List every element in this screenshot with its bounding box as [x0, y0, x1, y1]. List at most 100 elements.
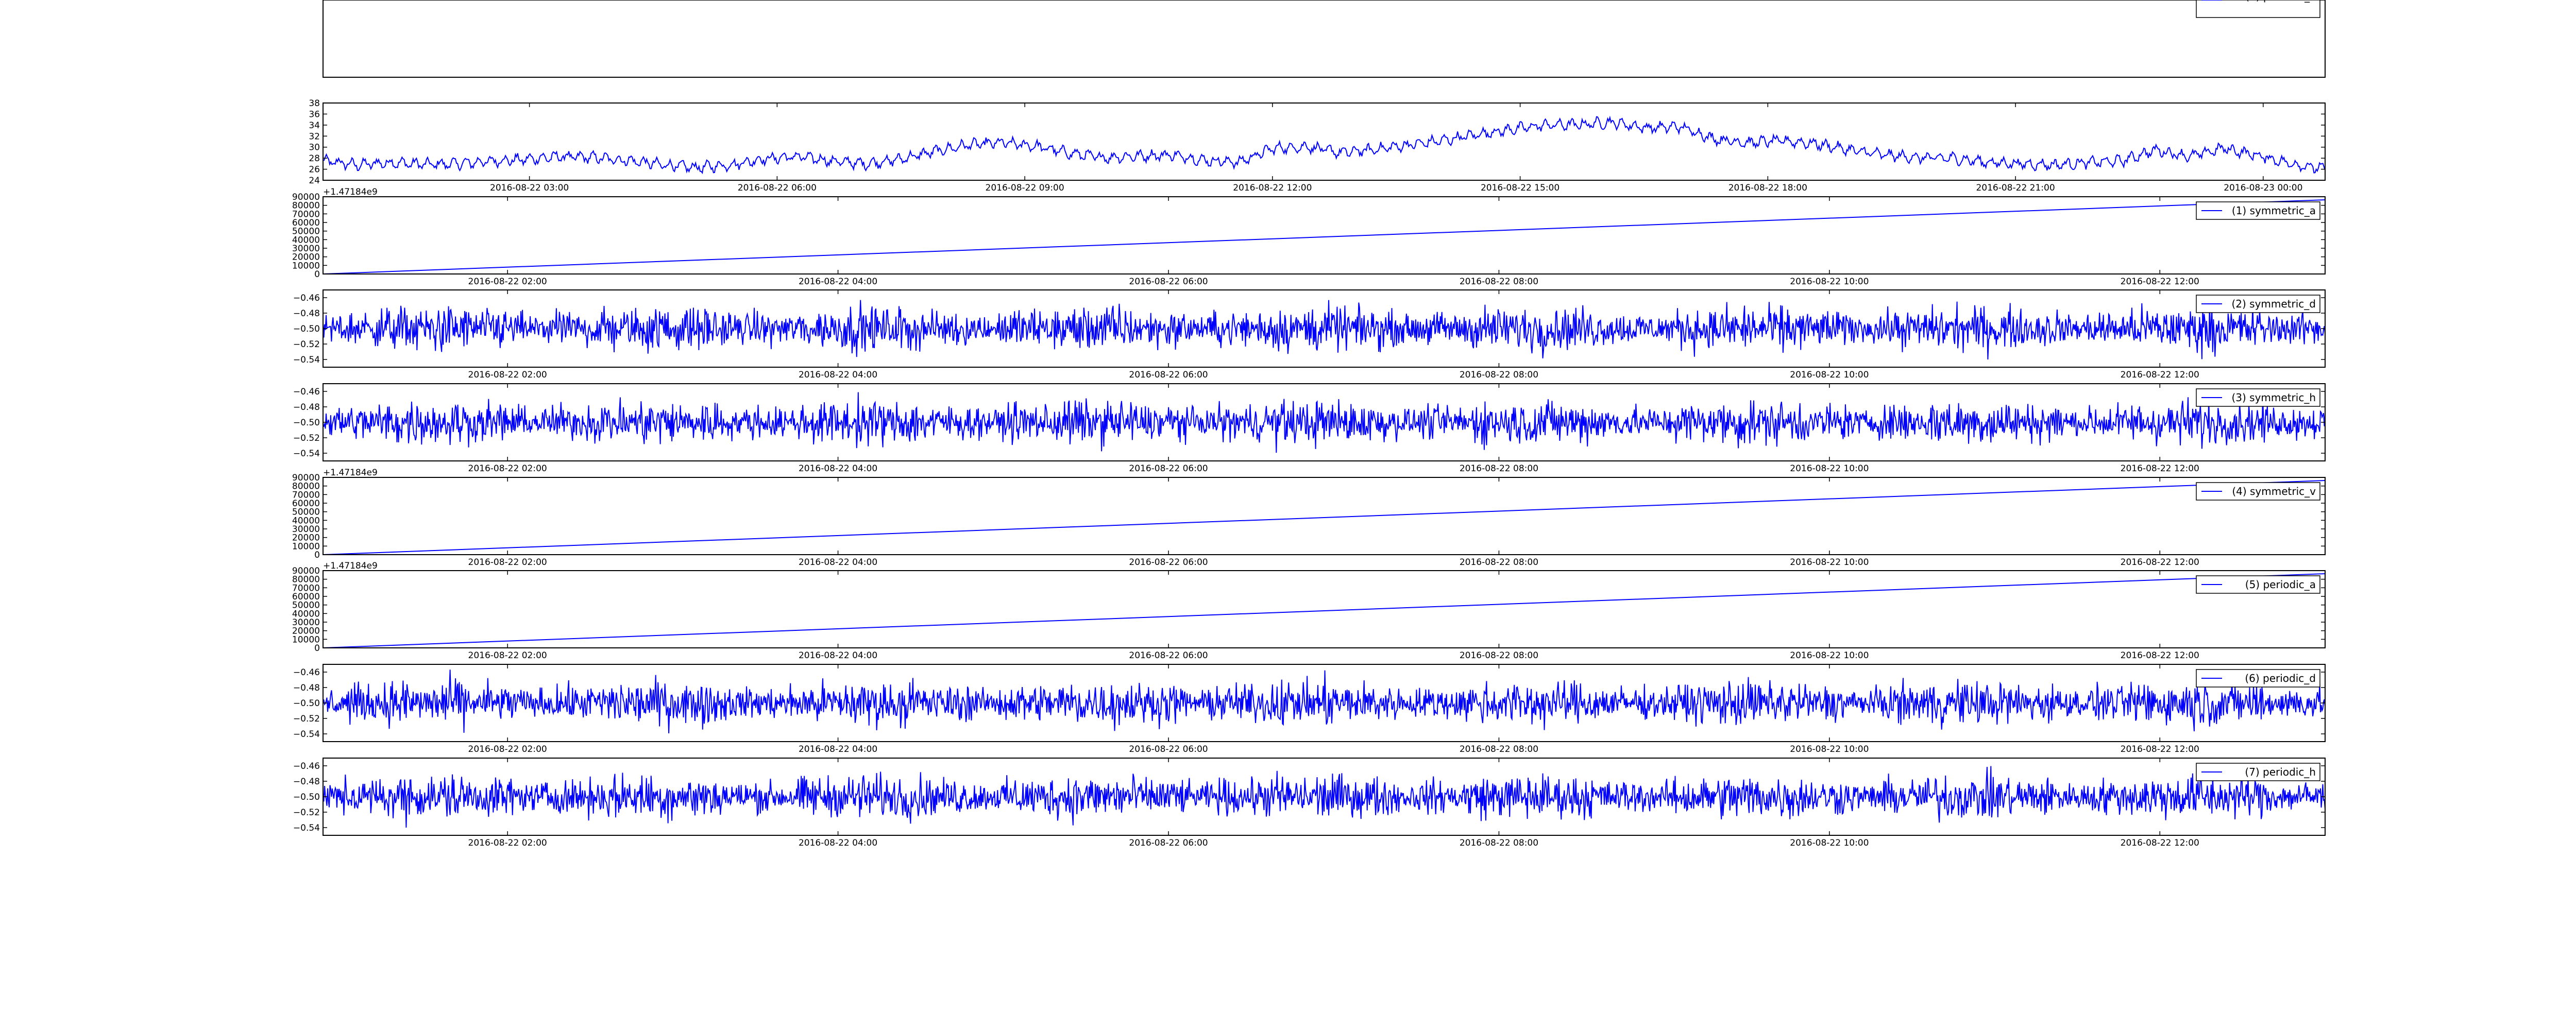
y-tick-label: −0.52 [293, 339, 320, 350]
offset-text: +1.47184e9 [323, 561, 378, 571]
y-tick-label: 90000 [292, 473, 320, 483]
x-tick-label: 2016-08-22 21:00 [1976, 183, 2055, 193]
x-tick-label: 2016-08-22 10:00 [1790, 838, 1869, 848]
y-tick-label: 28 [309, 153, 320, 164]
y-tick-label: 30000 [292, 0, 320, 3]
x-tick-label: 2016-08-22 04:00 [799, 370, 877, 380]
y-tick-label: 50000 [292, 507, 320, 518]
legend-label: (8) periodic_v [2245, 0, 2316, 3]
y-tick-label: 70000 [292, 209, 320, 219]
y-tick-label: 50000 [292, 600, 320, 611]
x-tick-label: 2016-08-22 12:00 [2121, 838, 2199, 848]
y-tick-label: 38 [309, 98, 320, 109]
y-tick-label: −0.48 [293, 683, 320, 693]
y-tick-label: 20000 [292, 533, 320, 543]
y-tick-label: 40000 [292, 0, 320, 3]
y-tick-label: 24 [309, 176, 320, 186]
y-tick-label: 90000 [292, 192, 320, 202]
y-tick-label: −0.50 [293, 324, 320, 334]
x-tick-label: 2016-08-22 02:00 [468, 838, 547, 848]
x-tick-label: 2016-08-22 12:00 [2121, 277, 2199, 287]
y-tick-label: −0.54 [293, 729, 320, 740]
y-tick-label: 26 [309, 165, 320, 175]
x-tick-label: 2016-08-22 04:00 [799, 277, 877, 287]
y-tick-label: −0.54 [293, 355, 320, 365]
x-tick-label: 2016-08-22 06:00 [1129, 464, 1208, 474]
y-tick-label: 30000 [292, 617, 320, 628]
x-tick-label: 2016-08-22 08:00 [1460, 650, 1538, 661]
y-tick-label: 30000 [292, 244, 320, 254]
y-tick-label: 36 [309, 109, 320, 119]
y-tick-label: 70000 [292, 0, 320, 3]
series-line [323, 480, 2326, 555]
x-tick-label: 2016-08-22 08:00 [1460, 370, 1538, 380]
x-tick-label: 2016-08-22 02:00 [468, 557, 547, 568]
x-tick-label: 2016-08-22 04:00 [799, 557, 877, 568]
x-tick-label: 2016-08-22 02:00 [468, 370, 547, 380]
y-tick-label: 34 [309, 121, 320, 131]
series-line [323, 392, 2326, 453]
x-tick-label: 2016-08-22 12:00 [2121, 370, 2199, 380]
y-tick-label: −0.54 [293, 449, 320, 459]
y-tick-label: 90000 [292, 566, 320, 576]
y-tick-label: 0 [314, 0, 320, 3]
x-tick-label: 2016-08-22 02:00 [468, 0, 547, 3]
y-tick-label: −0.48 [293, 402, 320, 413]
chart-panel-5: 0100002000030000400005000060000700008000… [292, 468, 2326, 568]
y-tick-label: 60000 [292, 499, 320, 509]
x-tick-label: 2016-08-22 06:00 [1129, 277, 1208, 287]
x-tick-label: 2016-08-22 08:00 [1460, 557, 1538, 568]
offset-text: +1.47184e9 [323, 0, 378, 3]
chart-panel-4: −0.54 −0.52 −0.50 −0.48 −0.46 2016-08-22 02:0… [293, 383, 2326, 474]
y-tick-label: −0.50 [293, 418, 320, 428]
y-tick-label: 30000 [292, 524, 320, 535]
legend-label: (3) symmetric_h [2231, 391, 2316, 404]
y-tick-label: −0.50 [293, 792, 320, 802]
offset-text: +1.47184e9 [323, 468, 378, 478]
legend-label: (2) symmetric_d [2231, 298, 2316, 310]
chart-panel-2: 0100002000030000400005000060000700008000… [292, 187, 2326, 287]
y-tick-label: 10000 [292, 634, 320, 645]
x-tick-label: 2016-08-22 08:00 [1460, 838, 1538, 848]
x-tick-label: 2016-08-22 04:00 [799, 464, 877, 474]
x-tick-label: 2016-08-22 10:00 [1790, 557, 1869, 568]
y-tick-label: 50000 [292, 227, 320, 237]
y-tick-label: 70000 [292, 583, 320, 593]
legend-label: (6) periodic_d [2245, 672, 2316, 684]
chart-panel-7: −0.54 −0.52 −0.50 −0.48 −0.46 2016-08-22 02:0… [293, 664, 2326, 754]
x-tick-label: 2016-08-22 12:00 [2121, 557, 2199, 568]
y-tick-label: 90000 [292, 0, 320, 3]
y-tick-label: −0.50 [293, 698, 320, 709]
y-tick-label: 60000 [292, 218, 320, 228]
axes-frame [323, 196, 2326, 274]
y-tick-label: 80000 [292, 201, 320, 211]
legend-label: (1) symmetric_a [2232, 204, 2316, 217]
x-tick-label: 2016-08-22 10:00 [1790, 650, 1869, 661]
y-tick-label: −0.52 [293, 808, 320, 818]
chart-panel-3: −0.54 −0.52 −0.50 −0.48 −0.46 2016-08-22 02:0… [293, 289, 2326, 380]
x-tick-label: 2016-08-22 10:00 [1790, 370, 1869, 380]
axes-frame [323, 570, 2326, 648]
y-tick-label: 70000 [292, 490, 320, 500]
axes-frame [323, 477, 2326, 555]
y-tick-label: 0 [314, 550, 320, 560]
x-tick-label: 2016-08-22 06:00 [1129, 650, 1208, 661]
y-tick-label: 60000 [292, 0, 320, 3]
series-line [323, 670, 2326, 734]
y-tick-label: 50000 [292, 0, 320, 3]
x-tick-label: 2016-08-22 08:00 [1460, 464, 1538, 474]
y-tick-label: 10000 [292, 0, 320, 3]
offset-text: +1.47184e9 [323, 187, 378, 197]
x-tick-label: 2016-08-22 12:00 [1233, 183, 1312, 193]
y-tick-label: 80000 [292, 0, 320, 3]
y-tick-label: 20000 [292, 0, 320, 3]
legend-box [2196, 0, 2320, 18]
x-tick-label: 2016-08-22 10:00 [1790, 277, 1869, 287]
x-tick-label: 2016-08-22 02:00 [468, 744, 547, 754]
series-line [323, 199, 2326, 274]
x-tick-label: 2016-08-22 18:00 [1728, 183, 1807, 193]
y-tick-label: 40000 [292, 516, 320, 526]
x-tick-label: 2016-08-22 12:00 [2121, 650, 2199, 661]
